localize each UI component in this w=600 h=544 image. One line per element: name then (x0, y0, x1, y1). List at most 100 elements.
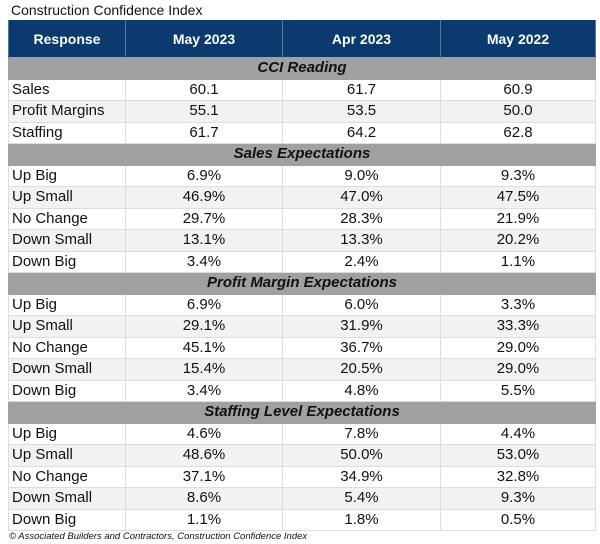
cell-value: 1.1% (125, 508, 283, 531)
row-label: Down Small (8, 487, 126, 510)
table-row: Down Small 8.6% 5.4% 9.3% (8, 487, 596, 510)
cell-value: 29.0% (440, 336, 596, 359)
cell-value: 3.4% (125, 379, 283, 402)
cell-value: 13.1% (125, 229, 283, 252)
table-row: Up Big 4.6% 7.8% 4.4% (8, 422, 596, 445)
cell-value: 36.7% (282, 336, 441, 359)
table-row: Up Big 6.9% 9.0% 9.3% (8, 164, 596, 187)
row-label: Up Small (8, 186, 126, 209)
cell-value: 4.8% (282, 379, 441, 402)
cell-value: 7.8% (282, 422, 441, 445)
cell-value: 9.3% (440, 164, 596, 187)
cell-value: 20.5% (282, 358, 441, 381)
table-row: Up Small 48.6% 50.0% 53.0% (8, 444, 596, 467)
cell-value: 21.9% (440, 207, 596, 230)
table-row: Down Big 3.4% 2.4% 1.1% (8, 250, 596, 273)
cell-value: 61.7 (125, 121, 283, 144)
section-row: Profit Margin Expectations (8, 272, 596, 295)
table-body: CCI Reading Sales 60.1 61.7 60.9 Profit Margi… (8, 57, 596, 531)
cell-value: 62.8 (440, 121, 596, 144)
cell-value: 6.9% (125, 164, 283, 187)
cell-value: 50.0% (282, 444, 441, 467)
table-row: Down Big 1.1% 1.8% 0.5% (8, 508, 596, 531)
section-row: CCI Reading (8, 57, 596, 80)
cell-value: 37.1% (125, 465, 283, 488)
row-label: Profit Margins (8, 100, 126, 123)
section-title: Staffing Level Expectations (8, 401, 596, 424)
cell-value: 64.2 (282, 121, 441, 144)
cell-value: 60.1 (125, 78, 283, 101)
row-label: Staffing (8, 121, 126, 144)
row-label: Down Big (8, 508, 126, 531)
cell-value: 13.3% (282, 229, 441, 252)
row-label: Up Big (8, 422, 126, 445)
row-label: Up Big (8, 164, 126, 187)
section-title: CCI Reading (8, 57, 596, 80)
cell-value: 47.5% (440, 186, 596, 209)
cell-value: 5.4% (282, 487, 441, 510)
row-label: Up Small (8, 315, 126, 338)
cell-value: 0.5% (440, 508, 596, 531)
table-row: Up Big 6.9% 6.0% 3.3% (8, 293, 596, 316)
cell-value: 6.9% (125, 293, 283, 316)
table-row: Down Small 15.4% 20.5% 29.0% (8, 358, 596, 381)
row-label: Down Small (8, 229, 126, 252)
cell-value: 29.1% (125, 315, 283, 338)
table-row: Up Small 29.1% 31.9% 33.3% (8, 315, 596, 338)
cell-value: 53.0% (440, 444, 596, 467)
cell-value: 48.6% (125, 444, 283, 467)
cell-value: 32.8% (440, 465, 596, 488)
row-label: Up Big (8, 293, 126, 316)
cell-value: 2.4% (282, 250, 441, 273)
table-row: No Change 45.1% 36.7% 29.0% (8, 336, 596, 359)
cci-table: Response May 2023 Apr 2023 May 2022 CCI … (8, 20, 596, 531)
cell-value: 3.4% (125, 250, 283, 273)
cell-value: 4.4% (440, 422, 596, 445)
cell-value: 9.0% (282, 164, 441, 187)
section-row: Staffing Level Expectations (8, 401, 596, 424)
cell-value: 33.3% (440, 315, 596, 338)
table-title: Construction Confidence Index (11, 2, 203, 18)
cell-value: 9.3% (440, 487, 596, 510)
cell-value: 60.9 (440, 78, 596, 101)
cell-value: 29.0% (440, 358, 596, 381)
cell-value: 31.9% (282, 315, 441, 338)
section-row: Sales Expectations (8, 143, 596, 166)
table-row: Down Small 13.1% 13.3% 20.2% (8, 229, 596, 252)
row-label: No Change (8, 336, 126, 359)
cell-value: 61.7 (282, 78, 441, 101)
header-apr-2023: Apr 2023 (282, 20, 441, 58)
cell-value: 4.6% (125, 422, 283, 445)
cell-value: 55.1 (125, 100, 283, 123)
row-label: Down Big (8, 379, 126, 402)
table-row: Staffing 61.7 64.2 62.8 (8, 121, 596, 144)
cell-value: 53.5 (282, 100, 441, 123)
table-row: Sales 60.1 61.7 60.9 (8, 78, 596, 101)
cell-value: 6.0% (282, 293, 441, 316)
table-row: Down Big 3.4% 4.8% 5.5% (8, 379, 596, 402)
cell-value: 50.0 (440, 100, 596, 123)
cell-value: 28.3% (282, 207, 441, 230)
header-response: Response (8, 20, 126, 58)
cell-value: 20.2% (440, 229, 596, 252)
header-may-2023: May 2023 (125, 20, 283, 58)
table-row: Profit Margins 55.1 53.5 50.0 (8, 100, 596, 123)
cell-value: 46.9% (125, 186, 283, 209)
cell-value: 8.6% (125, 487, 283, 510)
table-row: No Change 37.1% 34.9% 32.8% (8, 465, 596, 488)
header-may-2022: May 2022 (440, 20, 596, 58)
row-label: Sales (8, 78, 126, 101)
section-title: Profit Margin Expectations (8, 272, 596, 295)
cell-value: 34.9% (282, 465, 441, 488)
cell-value: 45.1% (125, 336, 283, 359)
header-row: Response May 2023 Apr 2023 May 2022 (8, 20, 596, 58)
table-row: No Change 29.7% 28.3% 21.9% (8, 207, 596, 230)
cell-value: 29.7% (125, 207, 283, 230)
cell-value: 47.0% (282, 186, 441, 209)
row-label: No Change (8, 465, 126, 488)
cell-value: 1.1% (440, 250, 596, 273)
row-label: Down Small (8, 358, 126, 381)
cell-value: 5.5% (440, 379, 596, 402)
table-row: Up Small 46.9% 47.0% 47.5% (8, 186, 596, 209)
row-label: No Change (8, 207, 126, 230)
